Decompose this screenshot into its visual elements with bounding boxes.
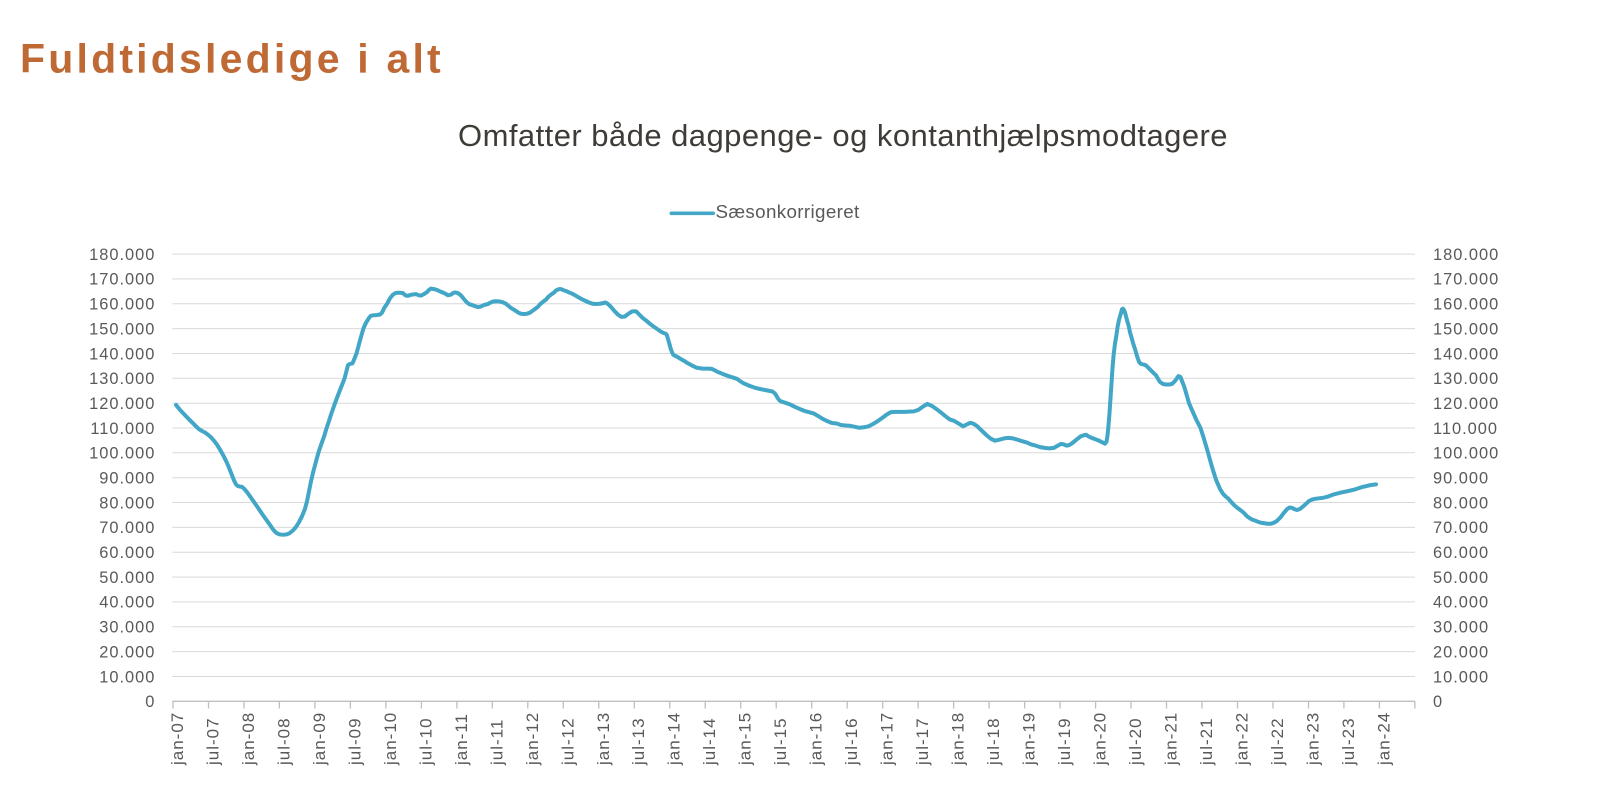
svg-text:20.000: 20.000 <box>1433 643 1489 661</box>
svg-text:Fuldtidsledige i alt: Fuldtidsledige i alt <box>20 35 444 81</box>
svg-text:jan-13: jan-13 <box>594 712 613 766</box>
svg-text:20.000: 20.000 <box>99 643 155 661</box>
svg-text:90.000: 90.000 <box>1433 470 1489 488</box>
svg-text:60.000: 60.000 <box>99 544 155 562</box>
svg-text:50.000: 50.000 <box>1433 569 1489 587</box>
svg-text:100.000: 100.000 <box>1433 445 1499 463</box>
svg-text:jul-18: jul-18 <box>984 717 1003 766</box>
svg-text:jan-14: jan-14 <box>665 712 684 766</box>
svg-text:jan-10: jan-10 <box>381 712 400 766</box>
svg-text:30.000: 30.000 <box>99 619 155 637</box>
svg-text:120.000: 120.000 <box>89 395 155 413</box>
svg-text:150.000: 150.000 <box>1433 320 1499 338</box>
svg-text:jul-12: jul-12 <box>558 717 577 766</box>
svg-text:130.000: 130.000 <box>1433 370 1499 388</box>
svg-text:170.000: 170.000 <box>1433 271 1499 289</box>
svg-text:80.000: 80.000 <box>1433 494 1489 512</box>
svg-text:160.000: 160.000 <box>89 296 155 314</box>
svg-text:jan-21: jan-21 <box>1162 712 1181 766</box>
svg-text:70.000: 70.000 <box>99 519 155 537</box>
svg-text:70.000: 70.000 <box>1433 519 1489 537</box>
svg-text:100.000: 100.000 <box>89 445 155 463</box>
svg-text:jan-09: jan-09 <box>310 712 329 766</box>
svg-text:0: 0 <box>145 693 155 711</box>
svg-text:jul-20: jul-20 <box>1126 717 1145 766</box>
svg-text:30.000: 30.000 <box>1433 619 1489 637</box>
svg-text:jul-22: jul-22 <box>1268 717 1287 766</box>
svg-text:jan-24: jan-24 <box>1374 712 1393 766</box>
svg-text:jul-13: jul-13 <box>629 717 648 766</box>
svg-text:120.000: 120.000 <box>1433 395 1499 413</box>
svg-text:180.000: 180.000 <box>1433 246 1499 264</box>
svg-text:40.000: 40.000 <box>99 594 155 612</box>
svg-text:jul-15: jul-15 <box>771 717 790 766</box>
svg-text:jan-08: jan-08 <box>239 712 258 766</box>
svg-text:jul-09: jul-09 <box>345 717 364 766</box>
svg-text:jul-21: jul-21 <box>1197 717 1216 766</box>
svg-text:50.000: 50.000 <box>99 569 155 587</box>
svg-text:150.000: 150.000 <box>89 320 155 338</box>
svg-text:0: 0 <box>1433 693 1443 711</box>
svg-text:jan-19: jan-19 <box>1020 712 1039 766</box>
svg-text:60.000: 60.000 <box>1433 544 1489 562</box>
svg-text:jul-16: jul-16 <box>842 717 861 766</box>
svg-text:160.000: 160.000 <box>1433 296 1499 314</box>
svg-text:90.000: 90.000 <box>99 470 155 488</box>
svg-text:jul-23: jul-23 <box>1339 717 1358 766</box>
svg-text:jan-15: jan-15 <box>736 712 755 766</box>
svg-text:jul-07: jul-07 <box>203 717 222 766</box>
svg-text:jul-10: jul-10 <box>416 717 435 766</box>
svg-text:110.000: 110.000 <box>90 420 155 438</box>
svg-text:jul-08: jul-08 <box>274 717 293 766</box>
svg-text:jan-11: jan-11 <box>452 713 471 766</box>
svg-text:jan-12: jan-12 <box>523 712 542 766</box>
svg-text:180.000: 180.000 <box>89 246 155 264</box>
svg-text:10.000: 10.000 <box>1433 668 1489 686</box>
svg-text:130.000: 130.000 <box>89 370 155 388</box>
svg-text:140.000: 140.000 <box>89 345 155 363</box>
svg-text:10.000: 10.000 <box>99 668 155 686</box>
svg-text:Sæsonkorrigeret: Sæsonkorrigeret <box>716 201 861 222</box>
svg-text:jan-07: jan-07 <box>168 712 187 766</box>
svg-text:170.000: 170.000 <box>89 271 155 289</box>
svg-text:jul-14: jul-14 <box>700 717 719 766</box>
svg-text:40.000: 40.000 <box>1433 594 1489 612</box>
svg-text:140.000: 140.000 <box>1433 345 1499 363</box>
svg-text:80.000: 80.000 <box>99 494 155 512</box>
svg-text:jan-23: jan-23 <box>1303 712 1322 766</box>
svg-text:jul-19: jul-19 <box>1055 717 1074 766</box>
svg-text:jan-16: jan-16 <box>807 712 826 766</box>
svg-text:jul-11: jul-11 <box>487 719 506 766</box>
svg-text:jul-17: jul-17 <box>913 717 932 766</box>
svg-text:110.000: 110.000 <box>1433 420 1498 438</box>
svg-text:Omfatter både dagpenge- og kon: Omfatter både dagpenge- og kontanthjælps… <box>458 118 1228 153</box>
svg-text:jan-17: jan-17 <box>878 712 897 766</box>
svg-text:jan-18: jan-18 <box>949 712 968 766</box>
svg-text:jan-22: jan-22 <box>1233 712 1252 766</box>
svg-text:jan-20: jan-20 <box>1091 712 1110 766</box>
